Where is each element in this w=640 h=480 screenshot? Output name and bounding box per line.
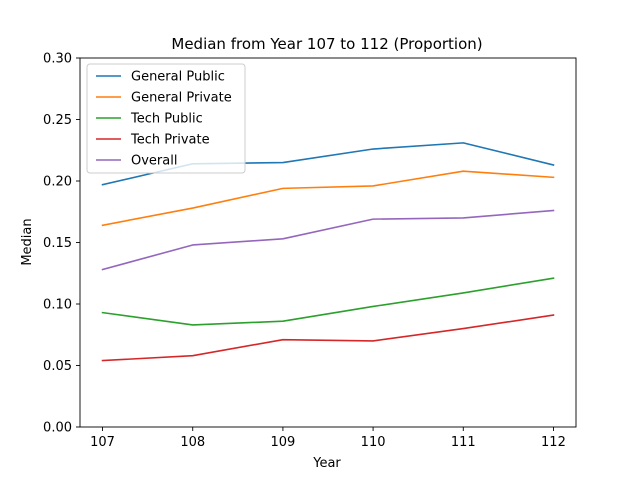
x-axis-label: Year [312,456,341,471]
legend-entry-label: Overall [131,154,177,169]
x-tick-label: 112 [541,435,566,450]
legend-entry-label: Tech Public [130,112,203,127]
y-tick-label: 0.25 [43,113,72,128]
y-tick-label: 0.30 [43,52,72,67]
legend-entry-label: Tech Private [130,133,210,148]
x-tick-label: 111 [451,435,476,450]
chart-title: Median from Year 107 to 112 (Proportion) [171,35,482,53]
axes-layer: 107 108 109 110 111 112 0.00 0.05 0.10 0.15 0.20 0.… [43,52,577,450]
legend-entry-label: General Private [131,91,232,106]
legend-entry-label: General Public [131,70,225,85]
y-tick-label: 0.00 [43,421,72,436]
series-line-4 [101,314,555,362]
y-tick-label: 0.05 [43,359,72,374]
series-line-5 [101,209,555,271]
x-tick-label: 108 [180,435,205,450]
series-line-3 [101,277,555,326]
legend: General Public General Private Tech Public… [86,63,246,174]
x-tick-label: 110 [361,435,386,450]
legend-box [86,63,246,174]
y-tick-label: 0.10 [43,298,72,313]
series-line-2 [101,170,555,227]
x-tick-label: 107 [90,435,115,450]
y-axis-label: Median [20,218,35,265]
y-tick-label: 0.15 [43,236,72,251]
y-tick-label: 0.20 [43,175,72,190]
x-tick-label: 109 [270,435,295,450]
series-layer [101,142,555,362]
